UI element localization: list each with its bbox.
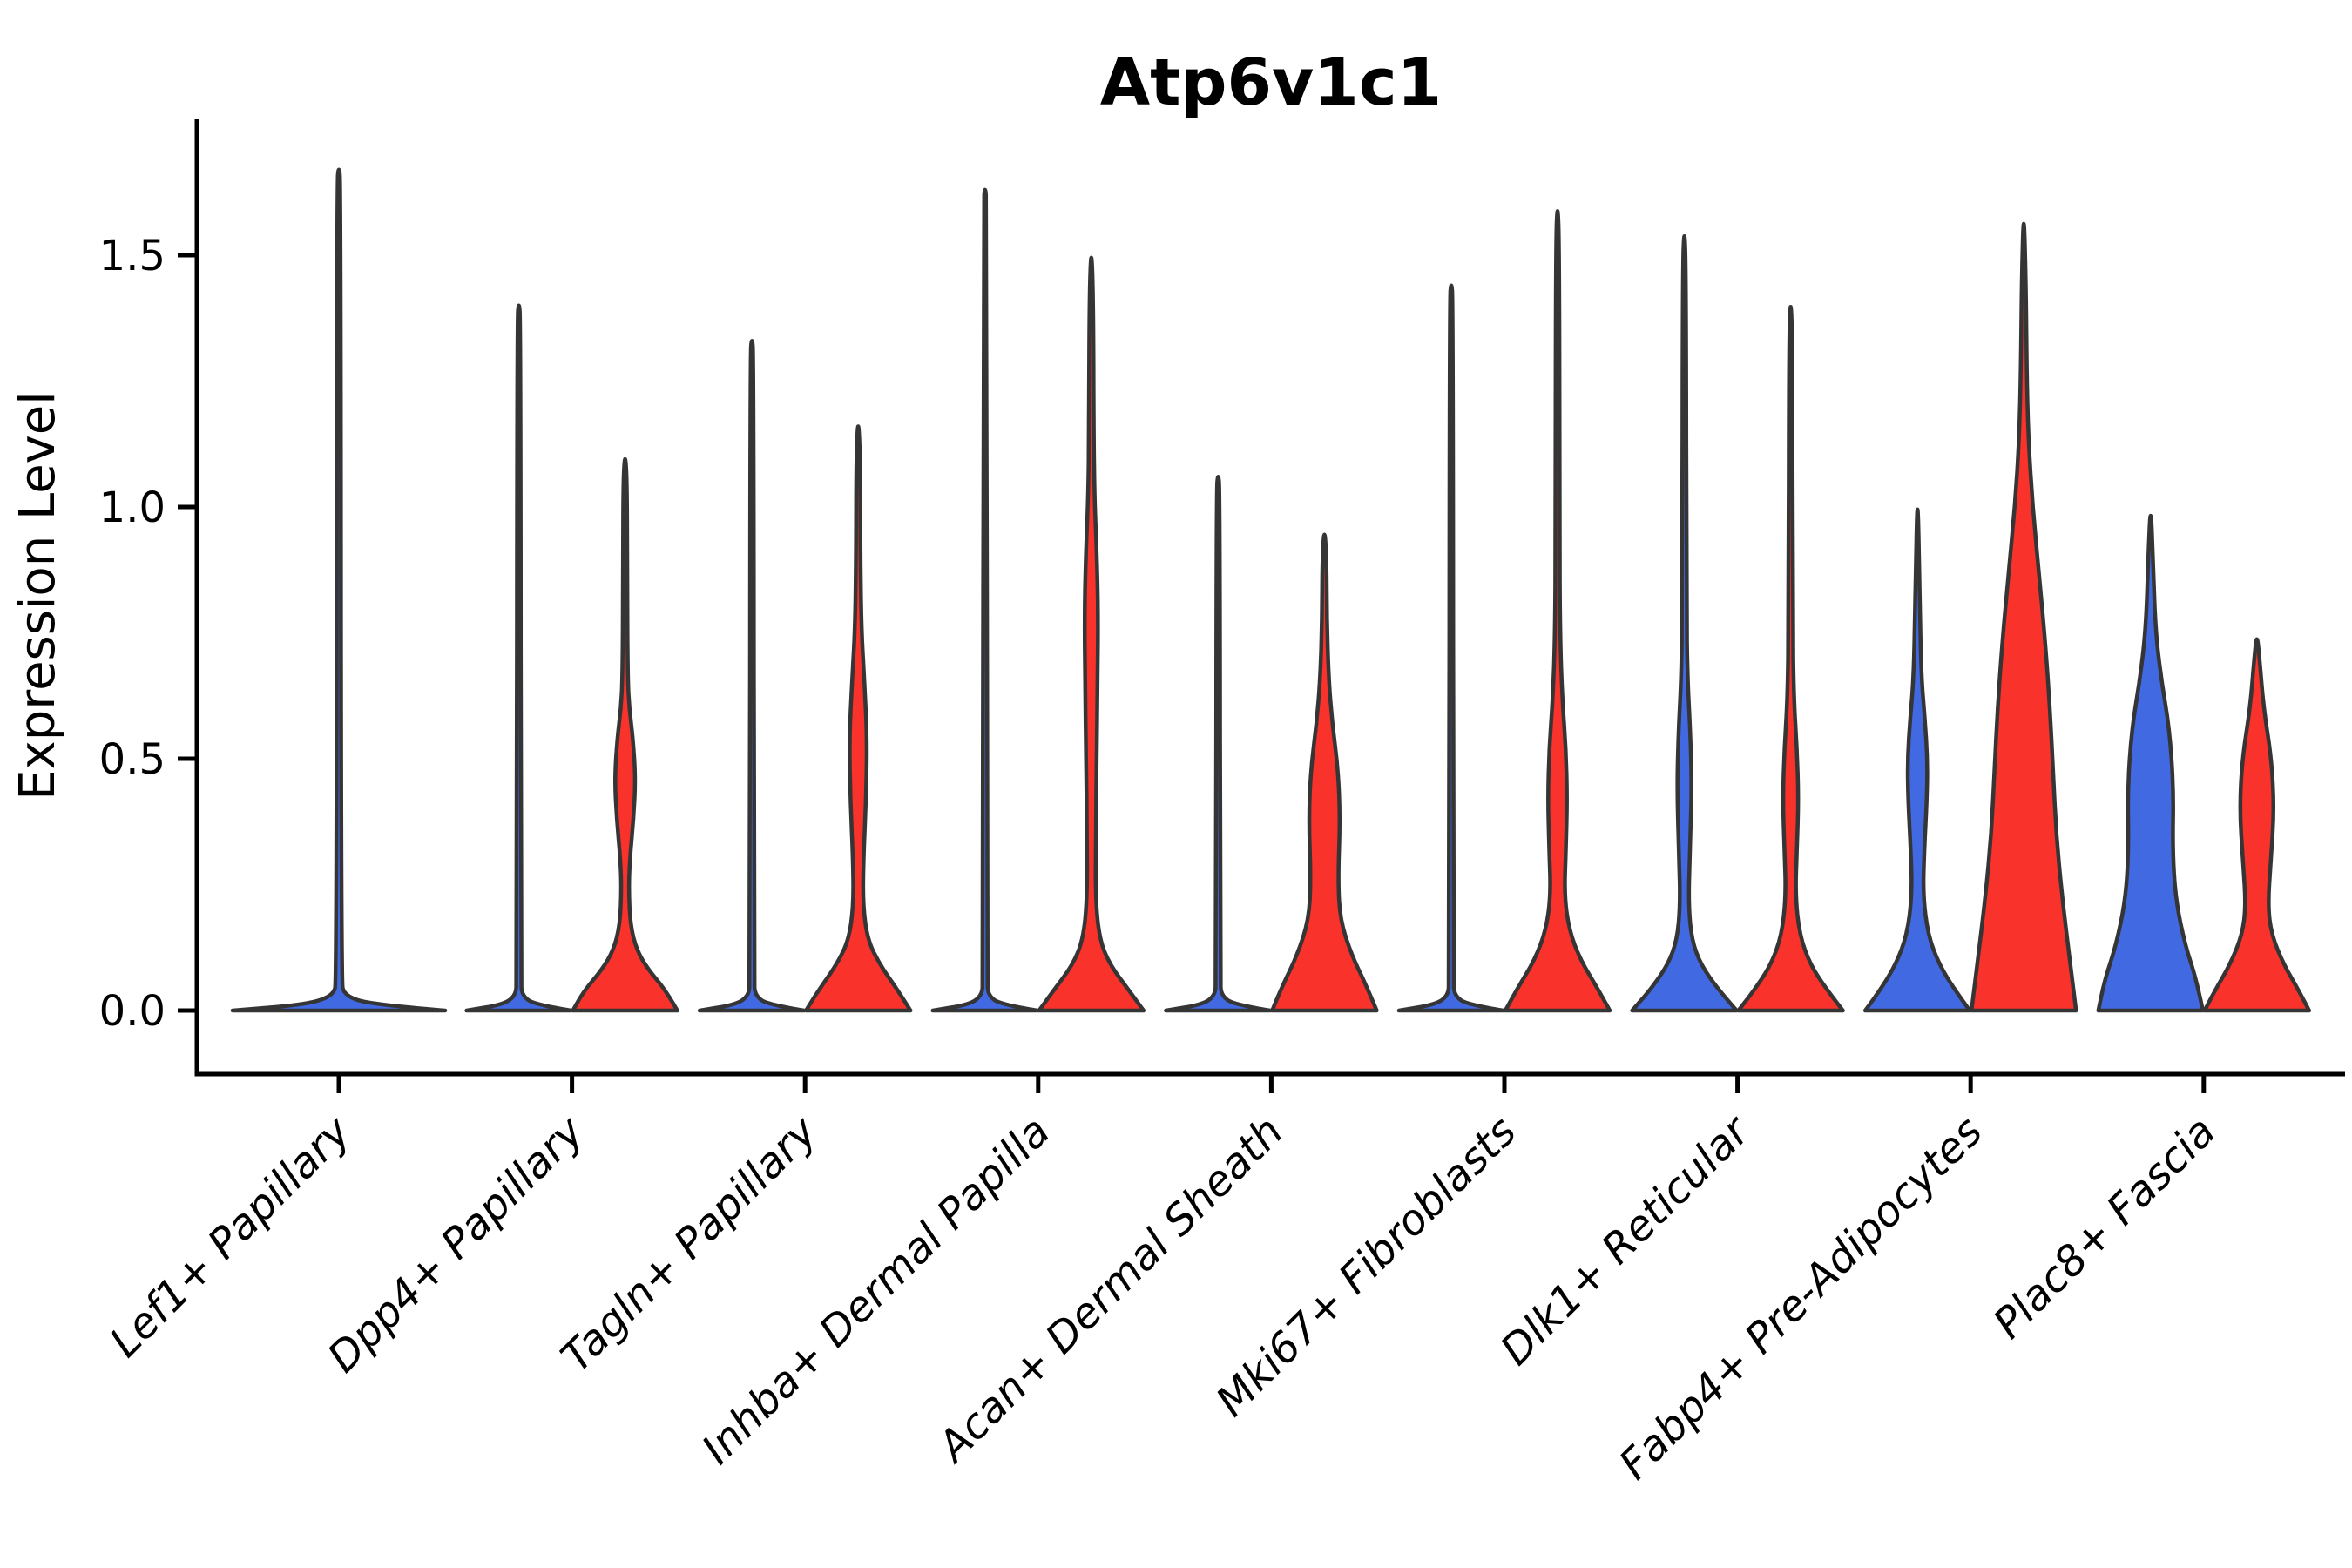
violin-layer <box>230 167 2312 1013</box>
x-tick-label-plac8-fascia: Plac8+ Fascia <box>1984 1107 2226 1348</box>
x-tick-label-dpp4-papillary: Dpp4+ Papillary <box>318 1106 593 1382</box>
y-tick-label-0.0: 0.0 <box>99 987 166 1036</box>
violin-mki67-fibroblasts-left-blue <box>1396 283 1506 1013</box>
x-tick-label-tagln-papillary: Tagln+ Papillary <box>551 1106 827 1382</box>
violin-dpp4-papillary-right-red <box>571 456 679 1013</box>
violin-dpp4-papillary-left-blue <box>464 303 573 1013</box>
y-tick-label-1.0: 1.0 <box>99 483 166 532</box>
y-tick-label-1.5: 1.5 <box>99 232 166 280</box>
violin-acan-dermal-sheath-left-blue <box>1164 475 1273 1013</box>
y-axis-label: Expression Level <box>10 391 66 801</box>
violin-tagln-papillary-right-red <box>803 424 913 1013</box>
chart-title: Atp6v1c1 <box>1100 45 1442 120</box>
x-tick-label-lef1-papillary: Lef1+ Papillary <box>100 1106 361 1367</box>
violin-inhba-dermal-papilla-left-blue <box>930 187 1040 1013</box>
x-tick-label-dlk1-reticular: Dlk1+ Reticular <box>1491 1105 1761 1375</box>
y-tick-label-0.5: 0.5 <box>99 735 166 784</box>
violin-fabp4-pre-adipocytes-right-red <box>1969 221 2078 1013</box>
violin-acan-dermal-sheath-right-red <box>1270 532 1379 1013</box>
violin-plac8-fascia-left-blue <box>2096 513 2206 1013</box>
violin-plac8-fascia-right-red <box>2202 637 2312 1013</box>
violin-lef1-papillary-full-blue <box>230 167 448 1013</box>
violin-dlk1-reticular-left-blue <box>1630 234 1739 1013</box>
violin-mki67-fibroblasts-right-red <box>1503 209 1612 1013</box>
violin-tagln-papillary-left-blue <box>697 339 807 1013</box>
violin-inhba-dermal-papilla-right-red <box>1037 255 1146 1013</box>
violin-fabp4-pre-adipocytes-left-blue <box>1862 507 1972 1013</box>
violin-dlk1-reticular-right-red <box>1736 305 1845 1013</box>
